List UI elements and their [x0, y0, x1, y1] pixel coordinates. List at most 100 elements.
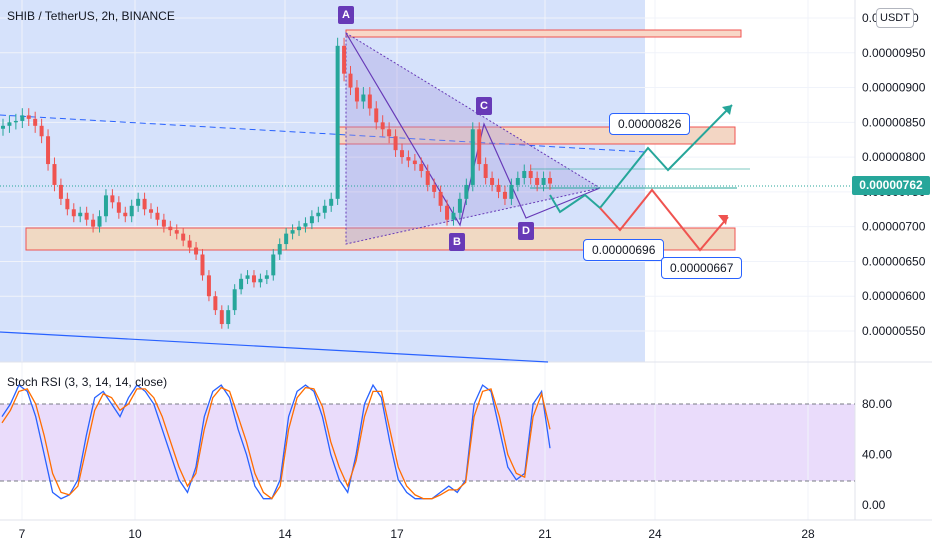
target-callout-lower[interactable]: 0.00000667: [661, 257, 743, 279]
rsi-tick-label: 0.00: [862, 498, 886, 512]
candle-body: [322, 205, 327, 213]
candle-body: [136, 198, 141, 206]
candle-body: [97, 216, 102, 227]
symbol-title[interactable]: SHIB / TetherUS, 2h, BINANCE: [7, 9, 175, 23]
candle-body: [251, 275, 256, 283]
candle-body: [103, 195, 108, 217]
candle-body: [425, 171, 430, 185]
support-zone[interactable]: [25, 227, 736, 251]
time-axis[interactable]: 7 10 14 17 21 24 28: [19, 527, 815, 541]
candle-body: [65, 198, 70, 210]
candle-body: [213, 296, 218, 311]
candle-body: [445, 205, 450, 220]
candle-body: [174, 230, 179, 234]
channel-bottom-line[interactable]: [0, 331, 549, 363]
candle-body: [348, 73, 353, 88]
price-tick-label: 0.00000650: [862, 254, 926, 268]
pattern-point-b[interactable]: B: [449, 233, 465, 251]
abcd-pattern[interactable]: [345, 32, 601, 227]
candle-body: [464, 184, 469, 199]
price-axis[interactable]: 0.00000550 0.00000600 0.00000650 0.00000700…: [862, 11, 926, 338]
candle-body: [528, 171, 533, 178]
candle-body: [496, 184, 501, 192]
price-tick-label: 0.00000700: [862, 220, 926, 234]
pattern-point-a[interactable]: A: [338, 6, 354, 24]
target-callout-upper[interactable]: 0.00000826: [609, 113, 691, 135]
price-tick-label: 0.00000900: [862, 81, 926, 95]
candle-body: [161, 219, 166, 227]
candle-body: [232, 289, 237, 311]
candle-body: [457, 198, 462, 213]
candle-body: [451, 212, 456, 220]
candle-body: [206, 275, 211, 297]
candle-body: [297, 226, 302, 231]
dashed-trend-line[interactable]: [0, 114, 646, 153]
currency-button[interactable]: USDT: [876, 8, 914, 28]
candle-body: [26, 115, 31, 119]
candle-body: [142, 198, 147, 210]
candle-body: [194, 247, 199, 255]
bearish-arrowhead: [718, 215, 728, 225]
candle-body: [303, 223, 308, 227]
candle-body: [541, 177, 546, 185]
rsi-band-background: [0, 404, 855, 481]
grid: [0, 0, 855, 520]
candle-body: [116, 202, 121, 213]
price-tick-label: 0.00000800: [862, 150, 926, 164]
candle-body: [110, 195, 115, 203]
candle-body: [284, 233, 289, 245]
pattern-point-d[interactable]: D: [518, 222, 534, 240]
candle-body: [470, 129, 475, 185]
candle-body: [91, 219, 96, 227]
resistance-zone-top[interactable]: [345, 29, 742, 38]
rsi-tick-label: 40.00: [862, 448, 892, 462]
candle-body: [187, 240, 192, 248]
target-callout-mid[interactable]: 0.00000696: [583, 239, 665, 261]
candle-body: [380, 122, 385, 130]
time-tick-label: 7: [19, 527, 26, 541]
candle-body: [271, 254, 276, 276]
candle-body: [290, 230, 295, 234]
candle-body: [335, 45, 340, 199]
candle-body: [354, 87, 359, 102]
candle-body: [477, 129, 482, 165]
candle-body: [535, 177, 540, 185]
candle-body: [419, 164, 424, 172]
pattern-point-c[interactable]: C: [476, 97, 492, 115]
candle-body: [258, 278, 263, 283]
bearish-projection[interactable]: [599, 188, 729, 252]
candle-body: [367, 94, 372, 109]
time-tick-label: 17: [390, 527, 404, 541]
candle-body: [33, 118, 38, 126]
candle-body: [522, 171, 527, 178]
price-tick-label: 0.00000850: [862, 115, 926, 129]
candle-body: [168, 226, 173, 231]
candle-body: [399, 150, 404, 158]
candle-body: [129, 205, 134, 217]
price-tick-label: 0.00000950: [862, 46, 926, 60]
candle-body: [432, 184, 437, 192]
candle-body: [438, 191, 443, 206]
candle-body: [123, 212, 128, 217]
stoch-rsi-title[interactable]: Stoch RSI (3, 3, 14, 14, close): [7, 375, 168, 389]
candle-body: [149, 209, 154, 213]
candle-body: [490, 177, 495, 185]
candle-body: [39, 125, 44, 137]
candle-body: [219, 310, 224, 325]
candle-body: [155, 212, 160, 220]
candle-body: [502, 191, 507, 199]
candle-body: [329, 198, 334, 206]
candles: [1, 37, 552, 329]
time-tick-label: 14: [278, 527, 292, 541]
candle-body: [483, 164, 488, 178]
candle-body: [515, 177, 520, 185]
candle-body: [71, 209, 76, 217]
candle-body: [13, 120, 18, 123]
rsi-tick-label: 80.00: [862, 397, 892, 411]
rsi-axis: 0.00 40.00 80.00: [862, 397, 892, 512]
price-tick-label: 0.00000550: [862, 324, 926, 338]
candle-body: [245, 275, 250, 279]
candle-body: [58, 184, 63, 199]
stoch-rsi-lines: [1, 383, 551, 500]
